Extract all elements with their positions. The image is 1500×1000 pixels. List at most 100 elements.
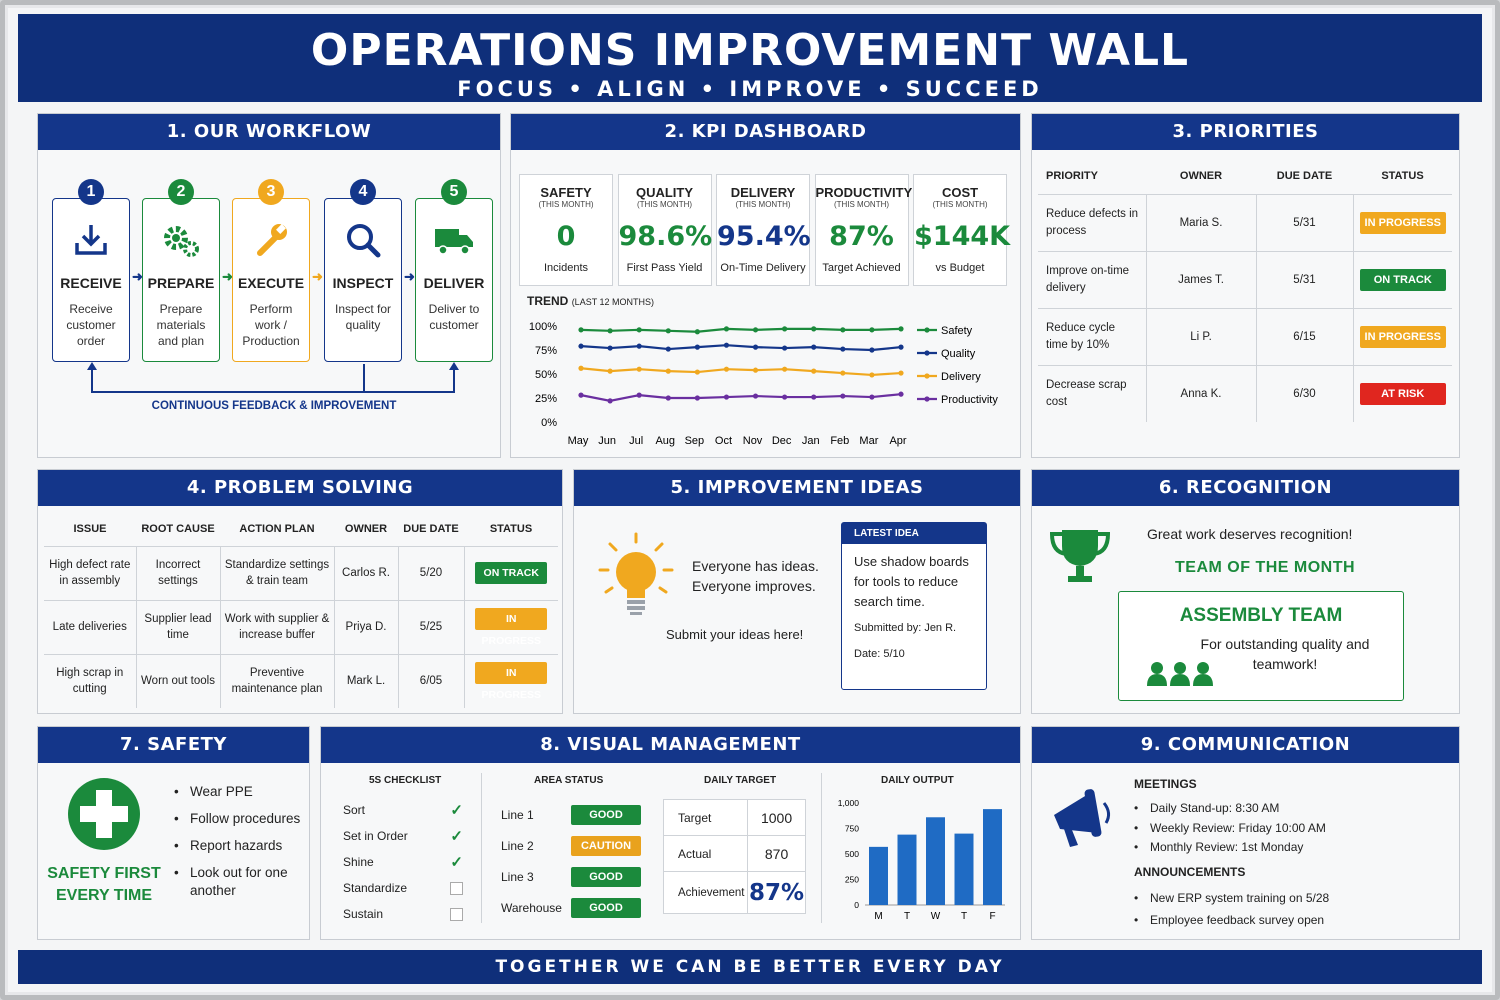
flow-arrow-icon: ➜ (222, 269, 233, 284)
x-tick-label: Jun (598, 435, 616, 447)
x-tick-label: May (568, 435, 589, 447)
bar (926, 817, 945, 905)
area-status-row[interactable]: Line 3 GOOD (501, 861, 641, 892)
data-point (665, 346, 671, 352)
checkmark-icon: ✓ (450, 854, 463, 871)
kpi-label: vs Budget (935, 262, 985, 274)
daily-output-chart: 0 250 500 750 1,000 M T W T F (838, 798, 1005, 922)
kpi-card-quality[interactable]: QUALITY (THIS MONTH) 98.6% First Pass Yield (617, 174, 712, 286)
meetings-title: MEETINGS (1134, 777, 1197, 791)
table-row[interactable]: Late deliveries Supplier lead time Work wi… (44, 599, 558, 654)
y-tick-label: 100% (529, 321, 557, 333)
step-description: Prepare materials and plan (156, 302, 206, 348)
workflow-step-execute[interactable]: 3 EXECUTE Perform work / Production (232, 179, 310, 362)
empty-checkbox-icon[interactable] (450, 881, 463, 895)
visual-panel: 8. VISUAL MANAGEMENT 5S CHECKLIST Sort ✓ S… (320, 726, 1021, 940)
owner-cell: Li P. (1146, 307, 1257, 365)
workflow-step-receive[interactable]: 1 RECEIVE Receive customer order (52, 179, 130, 362)
table-row[interactable]: High scrap in cutting Worn out tools Preve… (44, 653, 558, 708)
issue-cell: High scrap in cutting (44, 653, 137, 708)
owner-cell: Maria S. (1146, 193, 1257, 251)
achievement-value: 87% (749, 879, 805, 906)
area-status-row[interactable]: Line 2 CAUTION (501, 830, 641, 861)
table-row[interactable]: Reduce cycle time by 10% Li P. 6/15 IN PROG… (1038, 307, 1452, 365)
actual-value: 870 (764, 845, 789, 862)
data-point (578, 365, 584, 371)
action-cell: Preventive maintenance plan (220, 653, 335, 708)
legend-marker (924, 350, 930, 356)
checklist-item[interactable]: Sort ✓ (343, 797, 463, 823)
data-point (869, 347, 875, 353)
x-tick-label: T (961, 911, 967, 922)
due-date-cell: 5/31 (1256, 193, 1354, 251)
empty-checkbox-icon[interactable] (450, 907, 463, 921)
cause-cell: Worn out tools (136, 653, 221, 708)
daily-target-table: Target 1000 Actual 870 Achievement 87% (663, 799, 806, 914)
checklist-item[interactable]: Sustain (343, 901, 463, 927)
status-cell: IN PROGRESS (464, 653, 558, 708)
column-header: ROOT CAUSE (141, 522, 215, 535)
data-point (607, 368, 613, 374)
submit-ideas-text: Submit your ideas here! (666, 627, 804, 642)
table-row[interactable]: Improve on-time delivery James T. 5/31 ON T… (1038, 250, 1452, 308)
kpi-card-cost[interactable]: COST (THIS MONTH) $144K vs Budget (913, 174, 1010, 286)
recognition-panel: 6. RECOGNITION Great work deserves recog… (1031, 469, 1460, 714)
data-point (782, 326, 788, 332)
data-point (898, 370, 904, 376)
kpi-card-productivity[interactable]: PRODUCTIVITY (THIS MONTH) 87% Target Achiev… (814, 174, 912, 286)
data-point (898, 391, 904, 397)
area-status-row[interactable]: Line 1 GOOD (501, 799, 641, 830)
x-tick-label: W (931, 911, 941, 922)
meeting-item: Daily Stand-up: 8:30 AM (1134, 799, 1326, 819)
5s-checklist-title: 5S CHECKLIST (369, 775, 442, 786)
x-tick-label: Jan (802, 435, 820, 447)
table-row[interactable]: Reduce defects in process Maria S. 5/31 IN … (1038, 193, 1452, 251)
recognition-title: 6. RECOGNITION (1032, 470, 1459, 506)
status-cell: IN PROGRESS (464, 599, 558, 654)
step-number: 4 (350, 179, 376, 205)
checklist-item[interactable]: Standardize (343, 875, 463, 901)
safety-slogan: SAFETY FIRST EVERY TIME (47, 865, 161, 904)
workflow-step-inspect[interactable]: 4 INSPECT Inspect for quality (324, 179, 402, 362)
data-point (607, 398, 613, 404)
workflow-step-prepare[interactable]: 2 PREPARE Prepare materials and plan (142, 179, 220, 362)
latest-idea-card[interactable]: LATEST IDEA Use shadow boards for tools … (841, 522, 987, 690)
x-tick-label: F (989, 911, 995, 922)
x-tick-label: Jul (629, 435, 643, 447)
data-point (840, 346, 846, 352)
table-row[interactable]: Decrease scrap cost Anna K. 6/30 AT RISK (1038, 364, 1452, 422)
priority-cell: Decrease scrap cost (1038, 364, 1147, 422)
column-header: STATUS (489, 522, 533, 535)
flow-arrow-icon: ➜ (312, 269, 323, 284)
checklist-label: Standardize (343, 881, 408, 895)
area-status-row[interactable]: Warehouse GOOD (501, 892, 641, 923)
data-point (869, 327, 875, 333)
team-name: ASSEMBLY TEAM (1179, 605, 1343, 626)
data-point (607, 328, 613, 334)
data-point (578, 392, 584, 398)
data-point (782, 345, 788, 351)
issue-cell: Late deliveries (44, 599, 137, 654)
bar (983, 809, 1002, 905)
checklist-item[interactable]: Set in Order ✓ (343, 823, 463, 849)
workflow-step-deliver[interactable]: 5 DELIVER Deliver to customer (415, 179, 493, 362)
area-status-badge: CAUTION (571, 835, 641, 856)
kpi-name: QUALITY (635, 185, 694, 200)
table-row[interactable]: High defect rate in assembly Incorrect se… (44, 545, 558, 600)
kpi-label: First Pass Yield (626, 262, 703, 274)
data-point (811, 368, 817, 374)
due-date-cell: 6/30 (1256, 364, 1354, 422)
safety-rule: Wear PPE (174, 783, 306, 801)
status-cell: ON TRACK (1353, 250, 1452, 308)
data-point (840, 327, 846, 333)
data-point (869, 394, 875, 400)
megaphone-icon (1054, 789, 1111, 847)
step-description: Deliver to customer (428, 302, 480, 332)
checklist-item[interactable]: Shine ✓ (343, 849, 463, 875)
latest-idea-text: Use shadow boards for tools to reduce se… (854, 554, 969, 609)
data-point (782, 366, 788, 372)
data-point (811, 326, 817, 332)
kpi-card-delivery[interactable]: DELIVERY (THIS MONTH) 95.4% On-Time Deliver… (716, 174, 811, 286)
kpi-card-safety[interactable]: SAFETY (THIS MONTH) 0 Incidents (519, 174, 613, 286)
kpi-value: 87% (829, 221, 894, 252)
